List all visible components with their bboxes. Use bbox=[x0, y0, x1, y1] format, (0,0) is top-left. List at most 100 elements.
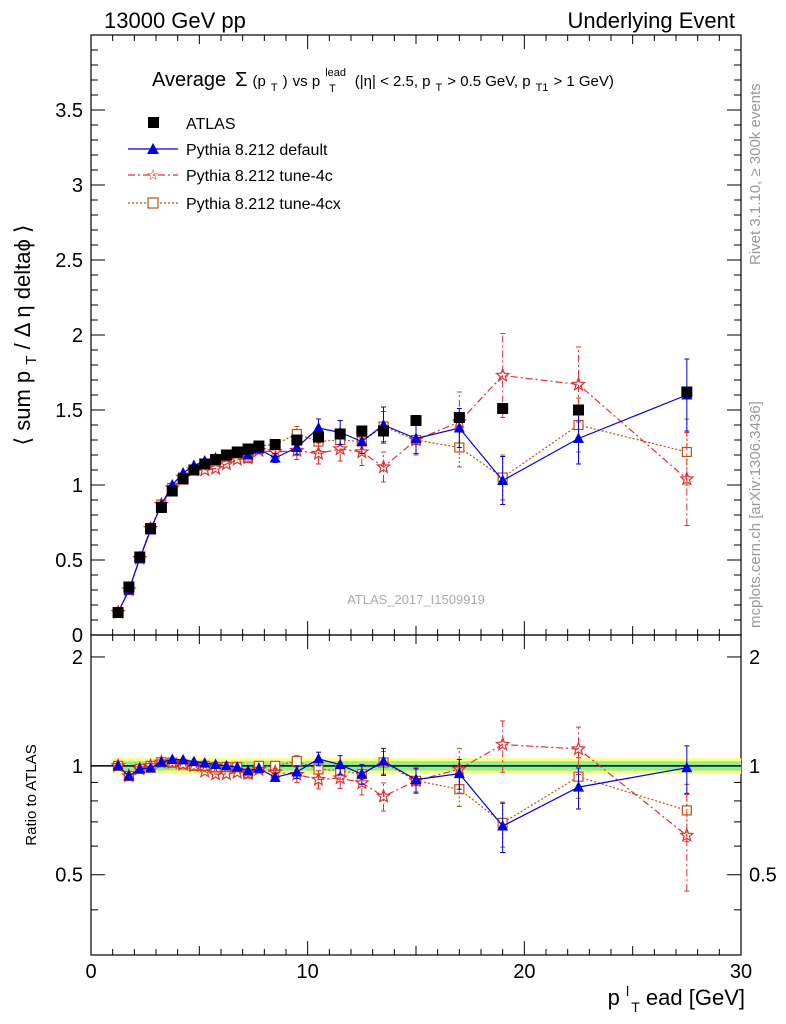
ratio-point-default bbox=[497, 819, 509, 831]
ratio-point-default bbox=[269, 771, 281, 782]
ratio-point-default bbox=[453, 767, 465, 779]
legend-label-default: Pythia 8.212 default bbox=[186, 142, 328, 159]
ratio-point-default bbox=[681, 761, 693, 773]
ratio-point-default bbox=[155, 756, 167, 767]
title-average: Average bbox=[152, 69, 226, 91]
y-tick-label: 1 bbox=[72, 475, 83, 497]
analysis-watermark: ATLAS_2017_I1509919 bbox=[347, 592, 485, 607]
ratio-point-default bbox=[378, 755, 389, 766]
ratio-point-tune4c bbox=[494, 736, 511, 752]
data-point-default bbox=[410, 432, 422, 443]
ratio-point-tune4c bbox=[354, 774, 370, 790]
data-point-default bbox=[356, 435, 368, 446]
data-point-atlas bbox=[155, 502, 167, 513]
y-tick-label: 0 bbox=[72, 625, 83, 647]
ratio-frame bbox=[90, 634, 742, 956]
data-point-tune4c bbox=[494, 367, 511, 383]
data-point-atlas bbox=[497, 403, 509, 414]
data-point-atlas bbox=[242, 443, 254, 455]
data-point-tune4c bbox=[310, 445, 327, 461]
data-point-atlas bbox=[334, 428, 346, 440]
ratio-point-tune4c bbox=[679, 827, 695, 843]
header-left: 13000 GeV pp bbox=[104, 8, 246, 33]
data-point-atlas bbox=[166, 485, 178, 497]
ylabel-b: / Δ η deltaϕ ⟩ bbox=[10, 225, 35, 350]
ratio-y-axis-label: Ratio to ATLAS bbox=[23, 744, 40, 845]
ratio-point-tune4c bbox=[186, 757, 202, 773]
ratio-point-default bbox=[210, 758, 222, 770]
title-vs: vs p bbox=[293, 73, 321, 90]
ratio-point-default bbox=[231, 761, 243, 772]
data-point-default bbox=[269, 452, 281, 463]
ratio-point-default bbox=[123, 769, 135, 781]
ratio-tick-label: 1 bbox=[72, 756, 83, 778]
x-tick-label: 10 bbox=[297, 961, 319, 983]
ratio-point-tune4c bbox=[197, 763, 213, 779]
ratio-point-default bbox=[356, 768, 368, 779]
title-pt-open: (p bbox=[253, 73, 266, 90]
ratio-point-default bbox=[313, 752, 324, 764]
y-tick-label: 2 bbox=[72, 325, 83, 347]
title-sigma: Σ bbox=[235, 69, 247, 91]
data-point-atlas bbox=[573, 404, 584, 416]
y-tick-label: 2.5 bbox=[55, 250, 83, 272]
xlabel-rest: ead [GeV] bbox=[646, 985, 745, 1010]
data-point-tune4c bbox=[375, 458, 392, 474]
data-point-atlas bbox=[220, 449, 232, 461]
xlabel-sup: l bbox=[626, 983, 629, 999]
ratio-point-default bbox=[242, 765, 254, 776]
ratio-point-default bbox=[134, 762, 146, 774]
data-point-tune4c bbox=[332, 440, 348, 456]
data-point-tune4c bbox=[354, 443, 370, 459]
title-cuts-c: > 1 GeV) bbox=[553, 73, 613, 90]
xlabel-p: p bbox=[608, 985, 620, 1010]
data-point-default bbox=[497, 474, 509, 485]
ylabel-sub: T bbox=[23, 356, 40, 365]
data-point-atlas bbox=[123, 581, 135, 593]
data-point-tune4c bbox=[570, 376, 587, 392]
title-cuts-b-sub: T1 bbox=[536, 82, 549, 94]
chart-marks: 0 0.5 1 1.5 2 2.5 3 3.5 0 10 20 30 0.5 0.5 1 1 2 2 bbox=[55, 34, 777, 983]
ratio-point-default bbox=[112, 759, 124, 771]
ratio-line-tune4c bbox=[117, 743, 688, 836]
x-axis-label: p l T ead [GeV] bbox=[608, 976, 745, 1017]
y-tick-label: 3 bbox=[72, 175, 83, 197]
legend: ATLAS Pythia 8.212 default ☆ Pythia 8.21… bbox=[128, 116, 341, 213]
data-point-atlas bbox=[378, 425, 389, 437]
ratio-point-default bbox=[410, 773, 422, 785]
data-point-atlas bbox=[453, 412, 465, 423]
y-tick-label: 3.5 bbox=[55, 100, 83, 122]
ratio-point-default bbox=[220, 759, 232, 771]
legend-marker-atlas bbox=[148, 117, 159, 128]
data-point-tune4c bbox=[240, 449, 256, 465]
ratio-point-default bbox=[145, 762, 157, 773]
data-point-atlas bbox=[145, 523, 157, 534]
data-point-atlas bbox=[134, 551, 146, 563]
data-point-atlas bbox=[231, 446, 243, 458]
ratio-point-tune4cx bbox=[291, 755, 302, 767]
data-point-tune4c bbox=[207, 460, 224, 476]
ratio-point-default bbox=[166, 753, 178, 764]
data-point-default bbox=[313, 422, 324, 433]
rivet-label: Rivet 3.1.10, ≥ 300k events bbox=[747, 83, 764, 265]
title-cuts-b: > 0.5 GeV, p bbox=[447, 73, 530, 90]
x-tick-label: 0 bbox=[85, 961, 96, 983]
title-pt-sub: T bbox=[271, 82, 278, 94]
ratio-tick-label-right: 1 bbox=[749, 756, 760, 778]
ratio-point-tune4c bbox=[332, 769, 348, 785]
title-cuts-a-sub: T bbox=[436, 82, 443, 94]
y-tick-label: 0.5 bbox=[55, 550, 83, 572]
data-point-atlas bbox=[199, 458, 211, 470]
ratio-point-default bbox=[177, 753, 189, 765]
y-axis-label: ⟨ sum p T / Δ η deltaϕ ⟩ bbox=[10, 225, 41, 446]
data-point-atlas bbox=[177, 473, 189, 485]
ratio-tick-label-right: 2 bbox=[749, 647, 760, 669]
series-line-tune4cx bbox=[117, 424, 687, 613]
ratio-point-default bbox=[334, 758, 346, 770]
ratio-point-tune4c bbox=[175, 756, 191, 771]
ratio-point-tune4c bbox=[570, 740, 587, 756]
ratio-tick-label: 2 bbox=[72, 647, 83, 669]
series-line-tune4c bbox=[117, 374, 688, 613]
ratio-point-tune4c bbox=[218, 765, 235, 781]
ratio-point-default bbox=[573, 781, 584, 792]
